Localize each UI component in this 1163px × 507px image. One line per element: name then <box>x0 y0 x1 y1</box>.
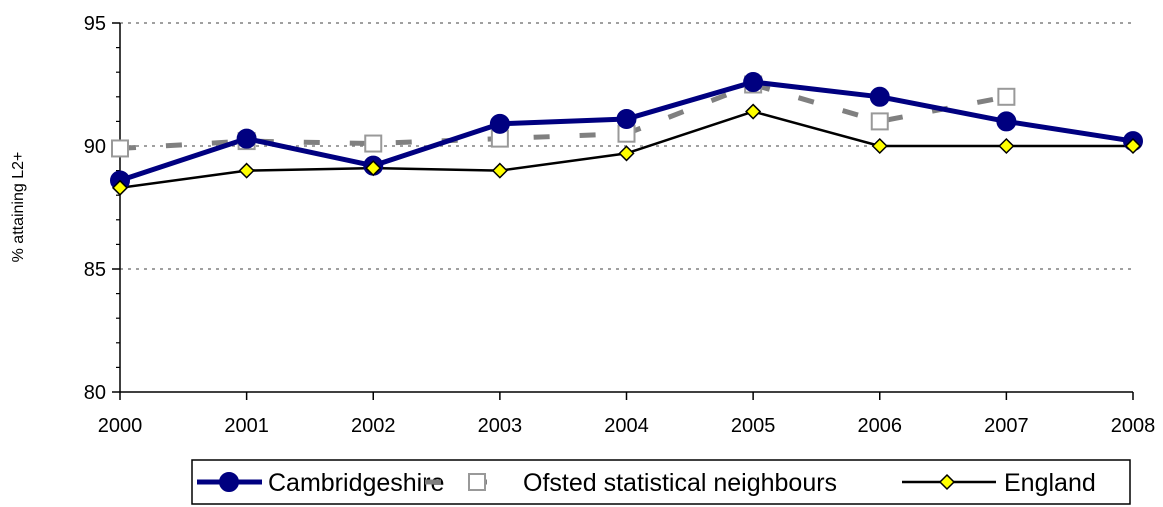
x-tick-label: 2004 <box>604 415 649 437</box>
data-point <box>745 103 762 120</box>
axes <box>119 23 1133 393</box>
y-tick-label: 80 <box>84 382 106 404</box>
legend-marker <box>468 473 486 491</box>
data-point <box>618 145 635 162</box>
data-point <box>870 112 889 131</box>
y-ticks: 80 85 90 95 <box>84 13 120 404</box>
x-tick-label: 2002 <box>351 415 396 437</box>
y-tick-label: 95 <box>84 13 106 35</box>
x-tick-label: 2001 <box>224 415 269 437</box>
y-tick-label: 85 <box>84 259 106 281</box>
x-tick-label: 2000 <box>98 415 143 437</box>
data-point <box>998 137 1015 155</box>
data-point <box>616 108 637 129</box>
x-tick-label: 2005 <box>731 415 776 437</box>
data-point <box>1124 137 1142 155</box>
data-point <box>997 87 1016 106</box>
y-tick-label: 90 <box>84 136 106 158</box>
x-tick-label: 2008 <box>1111 415 1156 437</box>
legend-marker <box>938 473 956 491</box>
data-point <box>111 139 129 158</box>
data-point <box>489 113 510 134</box>
data-point <box>365 160 382 177</box>
data-point <box>236 128 257 149</box>
y-axis-title: % attaining L2+ <box>10 152 27 263</box>
legend-label: England <box>1004 469 1096 497</box>
series-group <box>110 72 1143 196</box>
data-point <box>871 137 888 155</box>
data-point <box>491 162 508 179</box>
data-point <box>996 111 1017 132</box>
data-point <box>111 179 129 196</box>
data-point <box>869 86 890 107</box>
x-tick-label: 2007 <box>984 415 1029 437</box>
data-point <box>743 72 764 93</box>
data-point <box>238 162 255 179</box>
x-ticks: 2000 2001 2002 2003 2004 2005 2006 2007 2008 <box>98 392 1156 437</box>
legend-label: Cambridgeshire <box>268 469 444 497</box>
x-tick-label: 2006 <box>858 415 903 437</box>
legend: Cambridgeshire Ofsted statistical neighbo… <box>191 459 1131 505</box>
data-point <box>364 134 383 153</box>
legend-label: Ofsted statistical neighbours <box>523 469 837 497</box>
x-tick-label: 2003 <box>478 415 523 437</box>
legend-marker <box>219 472 239 492</box>
